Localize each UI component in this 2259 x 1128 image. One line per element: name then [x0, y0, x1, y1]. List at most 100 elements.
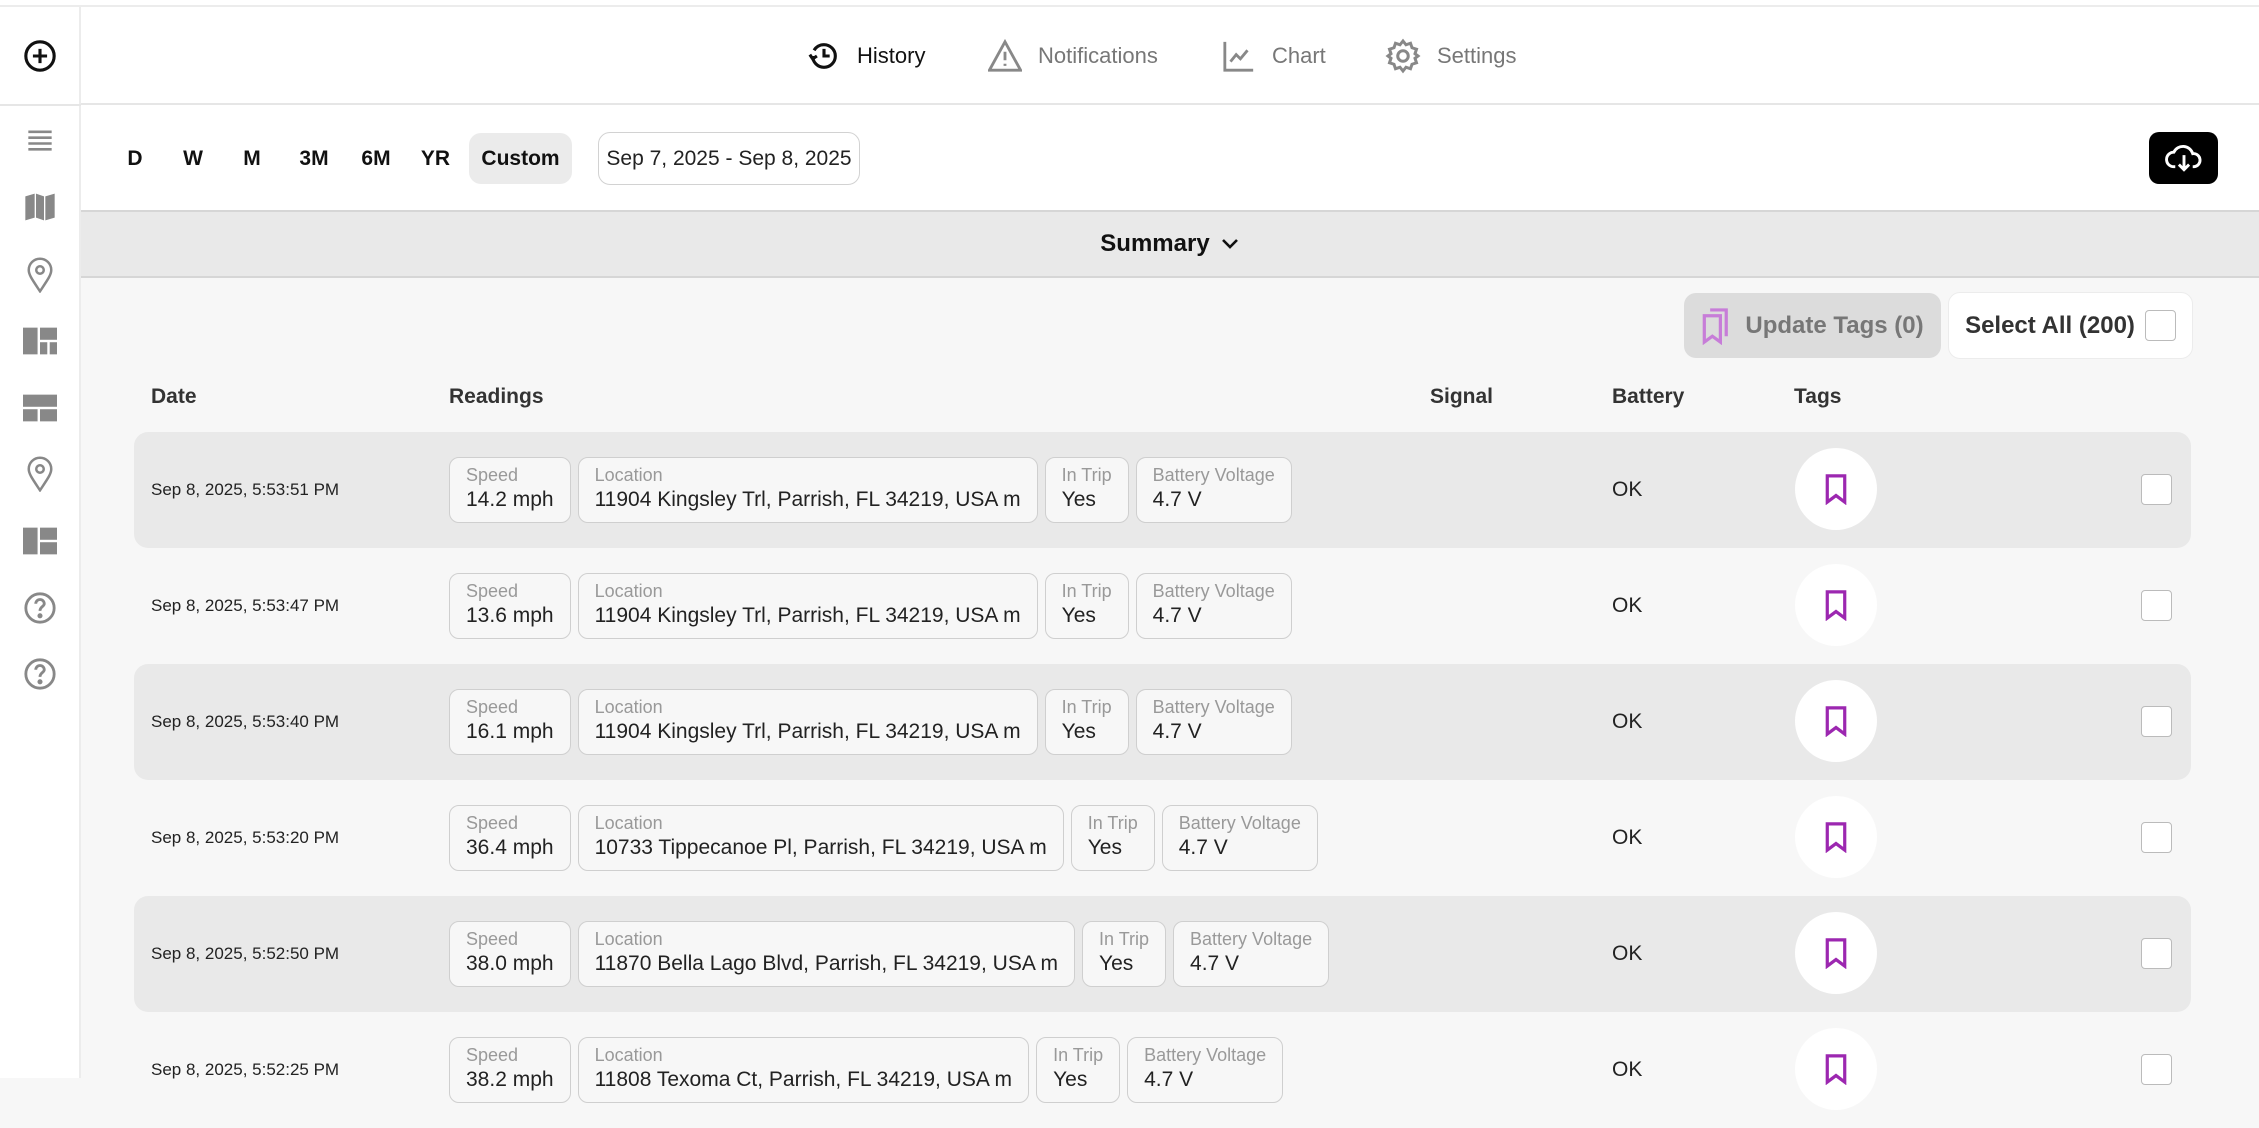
reading-chip-battery-voltage: Battery Voltage 4.7 V: [1173, 921, 1330, 987]
help-icon[interactable]: [20, 654, 60, 694]
reading-value: 38.2 mph: [466, 1068, 554, 1091]
tab-notifications[interactable]: Notifications: [988, 7, 1158, 105]
reading-chip-speed: Speed 38.2 mph: [449, 1037, 571, 1103]
readings: Speed 13.6 mph Location 11904 Kingsley T…: [449, 573, 1292, 639]
reading-label: Battery Voltage: [1152, 697, 1275, 717]
row-checkbox[interactable]: [2141, 474, 2172, 505]
reading-chip-battery-voltage: Battery Voltage 4.7 V: [1135, 689, 1292, 755]
select-all[interactable]: Select All (200): [1948, 292, 2193, 359]
table-row: Sep 8, 2025, 5:52:25 PM Speed 38.2 mph L…: [134, 1012, 2191, 1128]
tag-button[interactable]: [1795, 564, 1877, 646]
location-pin-icon[interactable]: [20, 255, 60, 295]
history-table: Sep 8, 2025, 5:53:51 PM Speed 14.2 mph L…: [134, 432, 2191, 1128]
reading-value: 11808 Texoma Ct, Parrish, FL 34219, USA …: [594, 1068, 1013, 1091]
tab-settings[interactable]: Settings: [1385, 7, 1517, 105]
list-icon[interactable]: [20, 120, 60, 160]
reading-label: Location: [594, 581, 663, 601]
reading-chip-location: Location 10733 Tippecanoe Pl, Parrish, F…: [577, 805, 1064, 871]
top-navigation: History Notifications Chart Settings: [81, 7, 2259, 105]
row-battery: OK: [1612, 942, 1643, 965]
download-button[interactable]: [2149, 132, 2218, 184]
table-row: Sep 8, 2025, 5:53:47 PM Speed 13.6 mph L…: [134, 548, 2191, 664]
range-m[interactable]: M: [243, 146, 261, 170]
reading-chip-location: Location 11904 Kingsley Trl, Parrish, FL…: [577, 457, 1038, 523]
dashboard-icon[interactable]: [20, 321, 60, 361]
bookmark-icon: [1825, 822, 1847, 853]
row-checkbox[interactable]: [2141, 938, 2172, 969]
row-checkbox[interactable]: [2141, 822, 2172, 853]
location-pin-icon[interactable]: [20, 454, 60, 494]
reading-label: Battery Voltage: [1144, 1045, 1267, 1065]
table-row: Sep 8, 2025, 5:53:20 PM Speed 36.4 mph L…: [134, 780, 2191, 896]
bookmark-icon: [1825, 706, 1847, 737]
warning-icon: [988, 39, 1022, 72]
update-tags-button[interactable]: Update Tags (0): [1684, 293, 1941, 358]
tag-button[interactable]: [1795, 1028, 1877, 1110]
reading-label: Battery Voltage: [1178, 813, 1301, 833]
reading-value: 14.2 mph: [466, 488, 554, 511]
range-yr[interactable]: YR: [420, 146, 451, 170]
reading-chip-speed: Speed 16.1 mph: [449, 689, 571, 755]
dashboard-icon[interactable]: [20, 521, 60, 561]
tab-label: History: [857, 43, 926, 68]
select-all-checkbox[interactable]: [2144, 310, 2176, 341]
tab-history[interactable]: History: [807, 7, 925, 105]
range-custom[interactable]: Custom: [469, 133, 572, 184]
reading-label: Battery Voltage: [1152, 465, 1275, 485]
sidebar-divider: [0, 104, 81, 106]
header-battery: Battery: [1612, 385, 1685, 408]
row-date: Sep 8, 2025, 5:52:50 PM: [151, 944, 340, 963]
range-d[interactable]: D: [127, 146, 143, 170]
tag-button[interactable]: [1795, 680, 1877, 762]
readings: Speed 36.4 mph Location 10733 Tippecanoe…: [449, 805, 1318, 871]
reading-chip-in-trip: In Trip Yes: [1044, 457, 1129, 523]
summary-toggle[interactable]: Summary: [81, 212, 2259, 278]
range-w[interactable]: W: [183, 146, 203, 170]
history-icon: [808, 43, 837, 69]
dashboard-icon[interactable]: [20, 388, 60, 428]
reading-value: 4.7 V: [1144, 1068, 1194, 1091]
reading-value: 11870 Bella Lago Blvd, Parrish, FL 34219…: [594, 952, 1058, 975]
tag-button[interactable]: [1795, 796, 1877, 878]
reading-label: In Trip: [1061, 581, 1112, 601]
reading-label: Speed: [466, 465, 519, 485]
reading-chip-battery-voltage: Battery Voltage 4.7 V: [1135, 573, 1292, 639]
row-battery: OK: [1612, 710, 1643, 733]
row-battery: OK: [1612, 1058, 1643, 1081]
reading-chip-in-trip: In Trip Yes: [1082, 921, 1167, 987]
sidebar: [0, 7, 81, 1078]
tag-button[interactable]: [1795, 912, 1877, 994]
row-date: Sep 8, 2025, 5:53:51 PM: [151, 480, 340, 499]
chart-icon: [1223, 41, 1254, 72]
map-icon[interactable]: [20, 187, 60, 227]
header-date: Date: [151, 385, 197, 408]
update-tags-label: Update Tags (0): [1745, 311, 1924, 339]
row-checkbox[interactable]: [2141, 1054, 2172, 1085]
reading-value: 4.7 V: [1178, 836, 1228, 859]
reading-label: In Trip: [1061, 697, 1112, 717]
bookmarks-icon: [1703, 307, 1729, 345]
row-checkbox[interactable]: [2141, 706, 2172, 737]
range-3m[interactable]: 3M: [299, 146, 329, 170]
chevron-down-icon: [1221, 239, 1238, 249]
row-battery: OK: [1612, 594, 1643, 617]
tag-button[interactable]: [1795, 448, 1877, 530]
reading-label: Speed: [466, 929, 519, 949]
bookmark-icon: [1825, 590, 1847, 621]
reading-chip-location: Location 11904 Kingsley Trl, Parrish, FL…: [577, 573, 1038, 639]
help-icon[interactable]: [20, 588, 60, 628]
reading-label: In Trip: [1087, 813, 1138, 833]
date-range-picker[interactable]: Sep 7, 2025 - Sep 8, 2025: [598, 132, 860, 185]
tab-label: Settings: [1437, 43, 1517, 68]
reading-label: Location: [594, 697, 663, 717]
reading-chip-speed: Speed 14.2 mph: [449, 457, 571, 523]
reading-value: Yes: [1099, 952, 1134, 975]
tab-chart[interactable]: Chart: [1222, 7, 1326, 105]
add-circle-icon[interactable]: [20, 36, 60, 76]
row-checkbox[interactable]: [2141, 590, 2172, 621]
range-6m[interactable]: 6M: [361, 146, 391, 170]
reading-value: 38.0 mph: [466, 952, 554, 975]
row-date: Sep 8, 2025, 5:53:20 PM: [151, 828, 340, 847]
filter-bar: D W M 3M 6M YR Custom Sep 7, 2025 - Sep …: [81, 105, 2259, 212]
readings: Speed 14.2 mph Location 11904 Kingsley T…: [449, 457, 1292, 523]
